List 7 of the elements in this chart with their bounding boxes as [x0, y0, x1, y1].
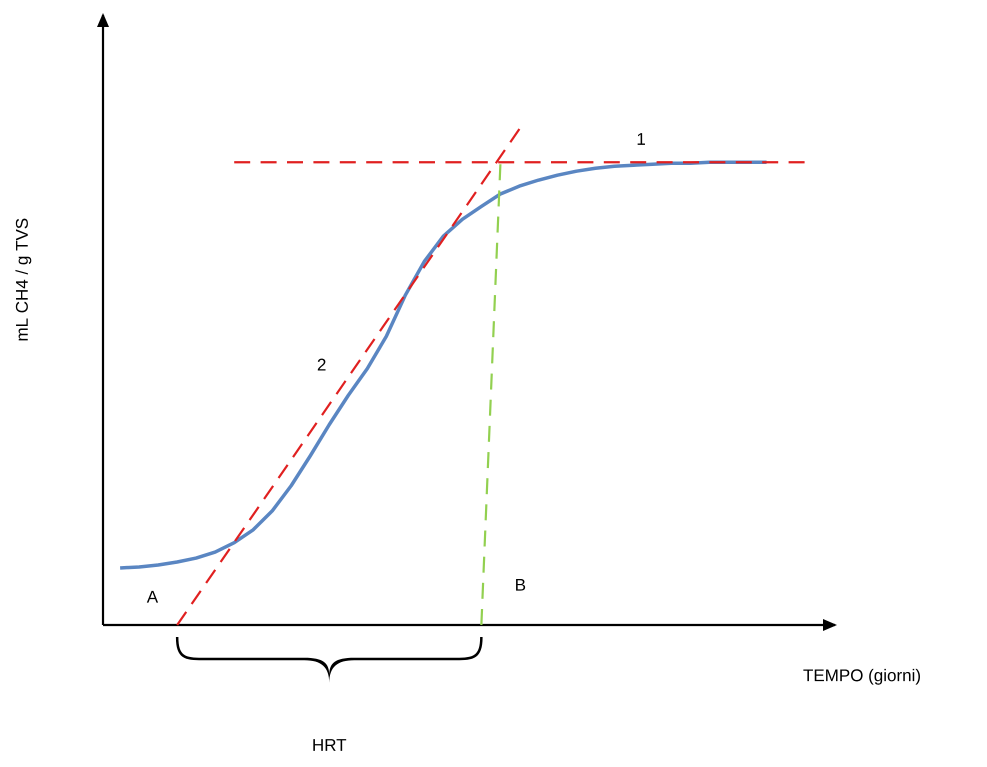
y-axis-title: mL CH4 / g TVS: [15, 218, 32, 340]
x-axis-title: TEMPO (giorni): [803, 668, 920, 685]
text: HRT: [313, 739, 346, 751]
annotation: 2: [318, 358, 326, 371]
annotation: B: [516, 578, 526, 591]
annotation: A: [146, 590, 158, 603]
annotation: 1: [638, 133, 645, 145]
